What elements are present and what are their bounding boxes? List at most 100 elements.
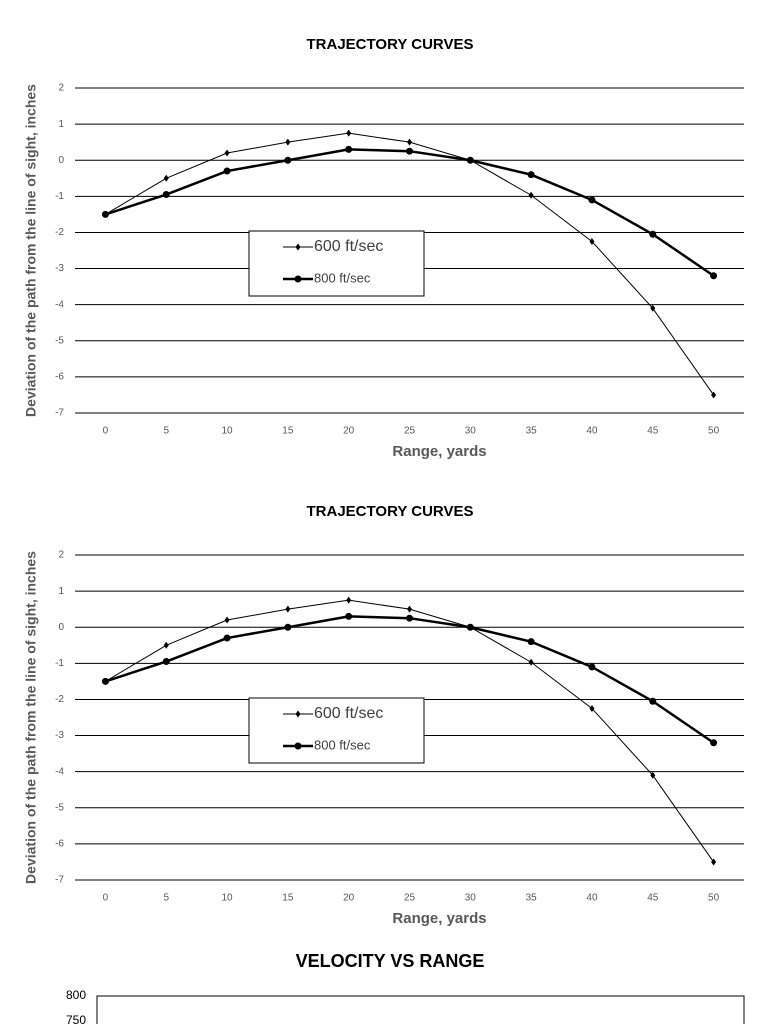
- marker: [710, 272, 718, 280]
- marker: [345, 145, 353, 153]
- y-tick-label: 2: [58, 550, 64, 561]
- marker: [224, 616, 230, 624]
- y-tick-label: -7: [55, 408, 64, 419]
- marker: [163, 641, 169, 649]
- marker: [285, 605, 291, 613]
- marker: [466, 156, 474, 164]
- marker: [345, 612, 353, 620]
- marker: [101, 677, 109, 685]
- marker: [650, 304, 656, 312]
- x-tick-label: 5: [163, 893, 169, 904]
- marker: [224, 149, 230, 157]
- legend-marker: [295, 243, 301, 251]
- marker: [588, 663, 596, 671]
- marker: [528, 658, 534, 666]
- y-tick-label: 750: [66, 1013, 86, 1024]
- x-tick-label: 30: [465, 426, 477, 437]
- y-tick-label: -2: [55, 694, 64, 705]
- legend: 600 ft/sec 800 ft/sec: [248, 697, 425, 764]
- legend-label: 600 ft/sec: [314, 705, 383, 722]
- marker: [649, 230, 657, 238]
- marker: [223, 634, 231, 642]
- x-tick-label: 15: [282, 426, 294, 437]
- y-tick-label: -5: [55, 335, 64, 346]
- x-tick-label: 10: [221, 893, 233, 904]
- y-tick-label: -3: [55, 730, 64, 741]
- marker: [223, 167, 231, 175]
- x-axis-title: Range, yards: [392, 443, 486, 460]
- marker: [285, 138, 291, 146]
- legend: 600 ft/sec 800 ft/sec: [248, 230, 425, 297]
- marker: [162, 658, 170, 666]
- y-tick-label: 0: [58, 155, 64, 166]
- legend-label: 600 ft/sec: [314, 238, 383, 255]
- y-tick-label: -6: [55, 839, 64, 850]
- marker: [650, 771, 656, 779]
- x-axis-title: Range, yards: [392, 910, 486, 927]
- y-tick-label: 0: [58, 622, 64, 633]
- marker: [527, 171, 535, 179]
- chart-title: VELOCITY VS RANGE: [296, 951, 485, 971]
- x-tick-label: 50: [708, 426, 720, 437]
- y-tick-label: 800: [66, 988, 86, 1002]
- y-tick-label: -4: [55, 299, 64, 310]
- x-tick-label: 40: [586, 426, 598, 437]
- x-tick-label: 25: [404, 426, 416, 437]
- y-tick-label: -4: [55, 766, 64, 777]
- legend-marker: [295, 710, 301, 718]
- marker: [588, 196, 596, 204]
- legend-box: [248, 697, 425, 764]
- y-tick-label: -1: [55, 658, 64, 669]
- x-tick-label: 20: [343, 426, 355, 437]
- x-tick-label: 45: [647, 893, 659, 904]
- y-tick-label: -3: [55, 263, 64, 274]
- marker: [284, 156, 292, 164]
- marker: [711, 858, 717, 866]
- x-tick-label: 0: [103, 426, 109, 437]
- y-tick-label: -7: [55, 875, 64, 886]
- chart-title: TRAJECTORY CURVES: [307, 36, 474, 53]
- marker: [711, 391, 717, 399]
- marker: [162, 191, 170, 199]
- legend-marker: [294, 742, 302, 750]
- y-tick-label: -2: [55, 227, 64, 238]
- legend-label: 800 ft/sec: [314, 270, 371, 285]
- x-tick-label: 15: [282, 893, 294, 904]
- legend-box: [248, 230, 425, 297]
- x-tick-label: 0: [103, 893, 109, 904]
- x-tick-label: 5: [163, 426, 169, 437]
- x-tick-label: 40: [586, 893, 598, 904]
- marker: [528, 191, 534, 199]
- y-axis-title: Deviation of the path from the line of s…: [23, 551, 39, 884]
- chart: VELOCITY VS RANGE 750 800: [66, 951, 745, 1024]
- marker: [346, 129, 352, 137]
- plot-frame: [96, 995, 745, 1024]
- x-tick-label: 45: [647, 426, 659, 437]
- marker: [406, 147, 413, 155]
- marker: [466, 623, 474, 631]
- y-tick-label: -5: [55, 802, 64, 813]
- x-tick-label: 10: [221, 426, 233, 437]
- marker: [101, 210, 109, 218]
- x-tick-label: 25: [404, 893, 416, 904]
- x-tick-label: 30: [465, 893, 477, 904]
- y-axis-title: Deviation of the path from the line of s…: [23, 84, 39, 417]
- y-tick-label: 2: [58, 83, 64, 94]
- marker: [284, 623, 292, 631]
- x-tick-label: 50: [708, 893, 720, 904]
- marker: [406, 614, 413, 622]
- y-tick-label: -1: [55, 191, 64, 202]
- x-tick-label: 35: [526, 893, 538, 904]
- x-tick-label: 35: [526, 426, 538, 437]
- chart-title: TRAJECTORY CURVES: [307, 503, 474, 520]
- legend-label: 800 ft/sec: [314, 737, 371, 752]
- marker: [163, 174, 169, 182]
- y-tick-label: 1: [58, 119, 64, 130]
- marker: [589, 704, 595, 712]
- marker: [407, 138, 412, 146]
- marker: [346, 596, 352, 604]
